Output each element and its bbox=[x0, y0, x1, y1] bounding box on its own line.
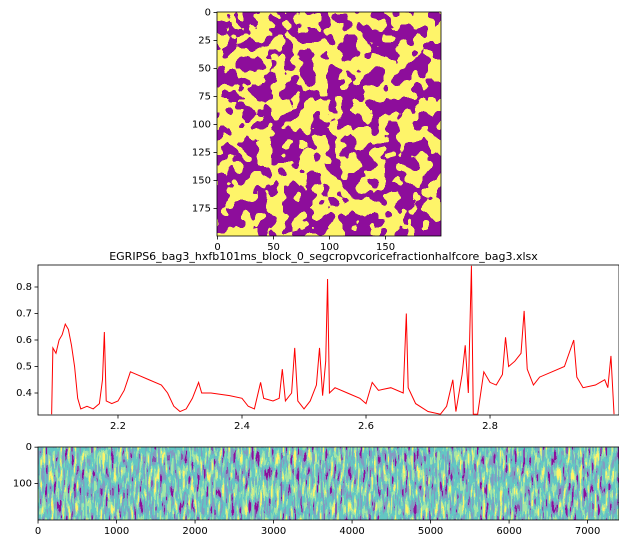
axes-frame bbox=[216, 11, 442, 237]
chart-title: EGRIPS6_bag3_hxfb101ms_block_0_segcropvc… bbox=[109, 250, 538, 263]
y-tick-label: 0.5 bbox=[16, 362, 32, 373]
x-tick-label: 4000 bbox=[339, 526, 364, 537]
y-tick-label: 175 bbox=[192, 204, 211, 215]
y-tick-label: 50 bbox=[198, 64, 211, 75]
x-tick-label: 6000 bbox=[496, 526, 521, 537]
data-line bbox=[51, 265, 615, 415]
x-tick-label: 2.2 bbox=[110, 421, 126, 432]
x-tick-label: 7000 bbox=[575, 526, 600, 537]
x-tick-label: 50 bbox=[267, 242, 280, 253]
y-tick-label: 0 bbox=[205, 8, 211, 19]
y-tick-label: 150 bbox=[192, 176, 211, 187]
y-tick-label: 0.7 bbox=[16, 308, 32, 319]
x-tick-label: 3000 bbox=[261, 526, 286, 537]
y-tick-label: 25 bbox=[198, 36, 211, 47]
y-tick-label: 0.8 bbox=[16, 282, 32, 293]
x-tick-label: 5000 bbox=[418, 526, 443, 537]
x-tick-label: 0 bbox=[214, 242, 220, 253]
x-tick-label: 100 bbox=[320, 242, 339, 253]
y-tick-label: 0 bbox=[26, 442, 32, 453]
y-tick-label: 0.4 bbox=[16, 388, 32, 399]
y-tick-label: 100 bbox=[192, 120, 211, 131]
x-tick-label: 0 bbox=[35, 526, 41, 537]
image bbox=[217, 12, 441, 236]
x-tick-label: 2000 bbox=[182, 526, 207, 537]
y-tick-label: 125 bbox=[192, 148, 211, 159]
y-tick-label: 100 bbox=[13, 479, 32, 490]
x-tick-label: 2.8 bbox=[482, 421, 498, 432]
x-tick-label: 150 bbox=[376, 242, 395, 253]
x-tick-label: 2.4 bbox=[234, 421, 250, 432]
y-tick-label: 75 bbox=[198, 92, 211, 103]
x-tick-label: 2.6 bbox=[358, 421, 374, 432]
y-tick-label: 0.6 bbox=[16, 335, 32, 346]
x-tick-label: 1000 bbox=[104, 526, 129, 537]
image bbox=[38, 447, 619, 520]
